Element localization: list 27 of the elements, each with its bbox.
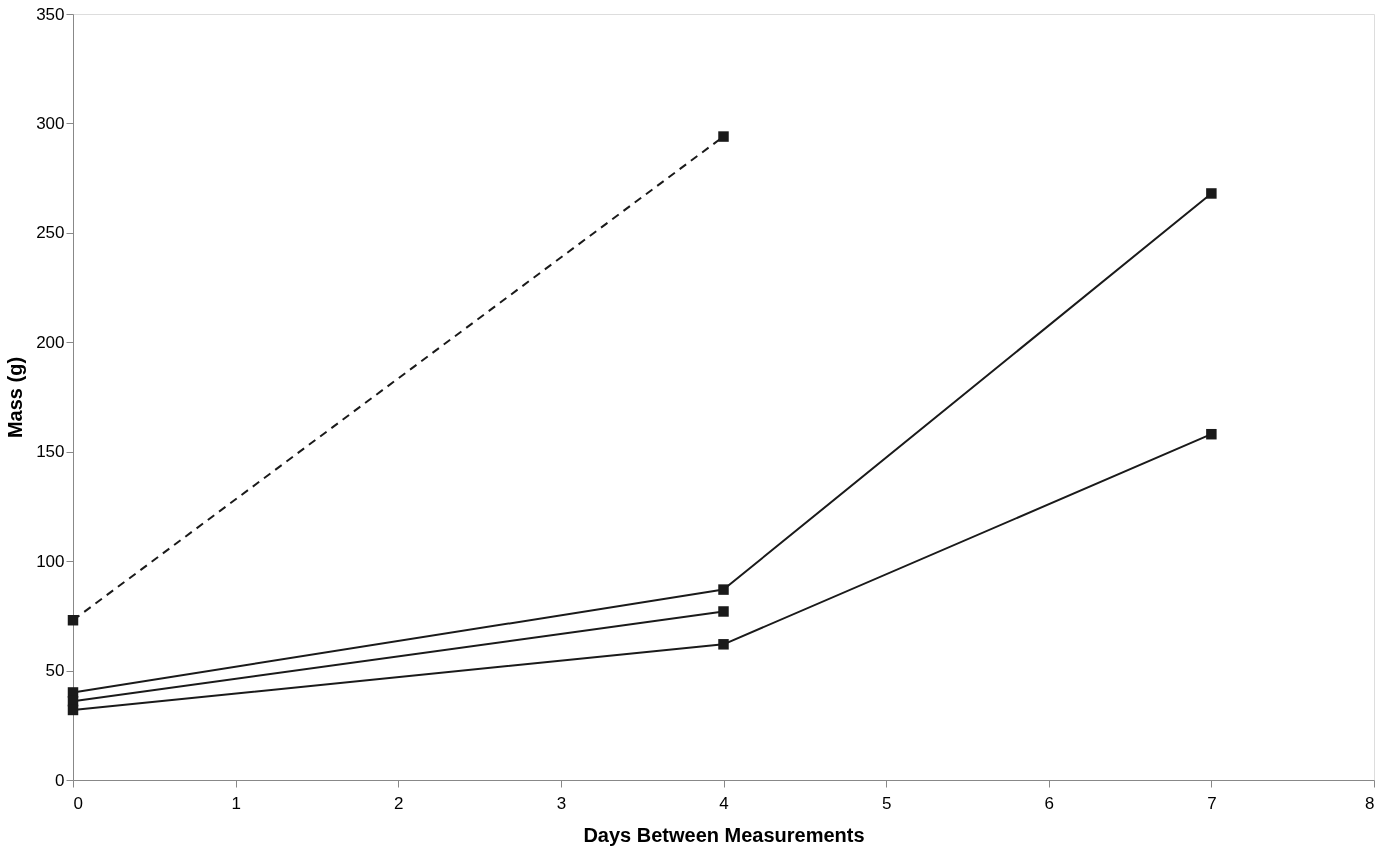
y-tick-label: 350: [36, 4, 65, 24]
y-tick-label: 50: [45, 661, 65, 681]
x-axis-title: Days Between Measurements: [583, 823, 865, 846]
y-axis-title: Mass (g): [4, 356, 27, 439]
point: [67, 614, 79, 626]
point: [718, 131, 729, 142]
y-tick-label: 300: [36, 113, 65, 133]
y-tick-label: 250: [36, 223, 65, 243]
x-tick-label: 3: [556, 793, 567, 813]
y-tick-label: 100: [36, 551, 65, 571]
point: [67, 704, 79, 716]
x-tick-label: 8: [1365, 793, 1375, 813]
x-tick-label: 2: [394, 793, 404, 813]
y-tick-label: 150: [36, 442, 65, 462]
point: [718, 584, 729, 595]
point: [718, 606, 729, 617]
point: [718, 639, 729, 650]
y-tick-label: 0: [55, 770, 65, 790]
x-tick-label: 6: [1044, 793, 1054, 813]
x-tick-label: 1: [231, 793, 241, 813]
point: [1206, 428, 1217, 440]
y-tick-label: 200: [36, 332, 65, 352]
x-tick-label: 5: [881, 793, 892, 813]
point: [1206, 188, 1217, 199]
x-tick-label: 4: [719, 793, 729, 813]
x-tick-label: 7: [1207, 793, 1217, 813]
x-tick-label: 0: [73, 793, 83, 813]
